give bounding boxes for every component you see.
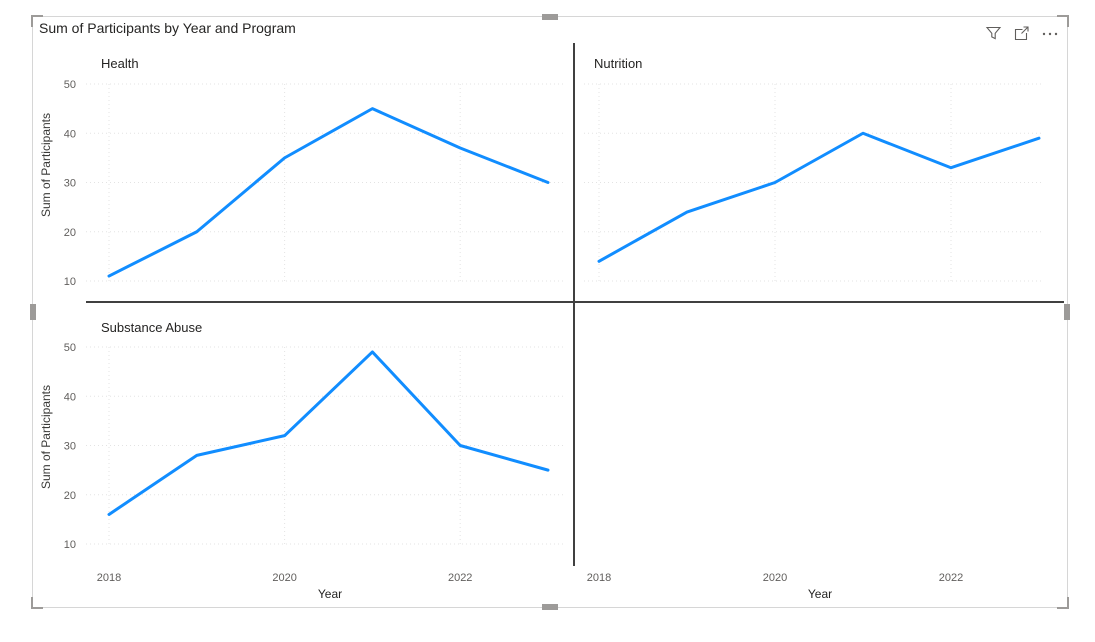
resize-handle-bottom-left[interactable] bbox=[31, 597, 43, 609]
more-options-button[interactable] bbox=[1041, 25, 1059, 42]
panel-health: 50 40 30 20 10 Health Sum of Participants bbox=[33, 17, 574, 302]
y-tick-label: 40 bbox=[64, 391, 76, 403]
filter-button[interactable] bbox=[985, 25, 1002, 42]
series-line-nutrition[interactable] bbox=[597, 131, 1041, 263]
visual-title: Sum of Participants by Year and Program bbox=[39, 20, 296, 36]
panel-nutrition: Nutrition bbox=[574, 17, 1069, 302]
more-options-icon bbox=[1042, 32, 1058, 36]
y-tick-label: 10 bbox=[64, 276, 76, 288]
panel-title-nutrition: Nutrition bbox=[594, 56, 643, 71]
resize-handle-bottom-center[interactable] bbox=[542, 604, 558, 610]
resize-handle-top-center[interactable] bbox=[542, 14, 558, 20]
resize-handle-right-middle[interactable] bbox=[1064, 304, 1070, 320]
y-axis-title: Sum of Participants bbox=[39, 385, 53, 490]
row-divider bbox=[86, 301, 1064, 303]
y-tick-label: 20 bbox=[64, 490, 76, 502]
y-tick-label: 40 bbox=[64, 128, 76, 140]
resize-handle-top-left[interactable] bbox=[31, 15, 43, 27]
y-tick-label: 20 bbox=[64, 227, 76, 239]
focus-mode-icon bbox=[1014, 26, 1029, 41]
x-tick-label: 2018 bbox=[97, 572, 121, 584]
y-tick-label: 30 bbox=[64, 178, 76, 190]
x-tick-label: 2022 bbox=[939, 572, 963, 584]
column-divider bbox=[573, 43, 575, 566]
y-tick-label: 30 bbox=[64, 441, 76, 453]
panel-empty: 2018 2020 2022 Year bbox=[574, 302, 1069, 609]
x-tick-label: 2022 bbox=[448, 572, 472, 584]
x-axis-title: Year bbox=[807, 587, 833, 601]
series-line-health[interactable] bbox=[107, 107, 550, 278]
series-line-substance-abuse[interactable] bbox=[107, 350, 550, 516]
panel-plot-area bbox=[584, 83, 1044, 283]
y-tick-label: 10 bbox=[64, 539, 76, 551]
focus-mode-button[interactable] bbox=[1013, 25, 1030, 42]
x-tick-label: 2020 bbox=[763, 572, 787, 584]
x-axis-title: Year bbox=[317, 587, 343, 601]
x-tick-label: 2018 bbox=[587, 572, 611, 584]
resize-handle-left-middle[interactable] bbox=[30, 304, 36, 320]
line-chart-visual[interactable]: Sum of Participants by Year and Program bbox=[30, 14, 1070, 610]
panel-title-substance-abuse: Substance Abuse bbox=[101, 320, 203, 335]
y-tick-label: 50 bbox=[64, 79, 76, 91]
panel-plot-area: 50 40 30 20 10 bbox=[64, 79, 566, 288]
panel-plot-area: 50 40 30 20 10 2018 2020 2022 bbox=[64, 342, 566, 584]
x-tick-label: 2020 bbox=[272, 572, 296, 584]
y-axis-title: Sum of Participants bbox=[39, 113, 53, 218]
y-tick-label: 50 bbox=[64, 342, 76, 354]
panel-title-health: Health bbox=[101, 56, 139, 71]
panel-substance-abuse: 50 40 30 20 10 2018 2020 2022 Substance Abuse S… bbox=[33, 302, 574, 609]
resize-handle-top-right[interactable] bbox=[1057, 15, 1069, 27]
visual-toolbar bbox=[985, 25, 1059, 42]
panel-plot-area: 2018 2020 2022 bbox=[587, 572, 963, 584]
filter-icon bbox=[985, 26, 1002, 40]
resize-handle-bottom-right[interactable] bbox=[1057, 597, 1069, 609]
